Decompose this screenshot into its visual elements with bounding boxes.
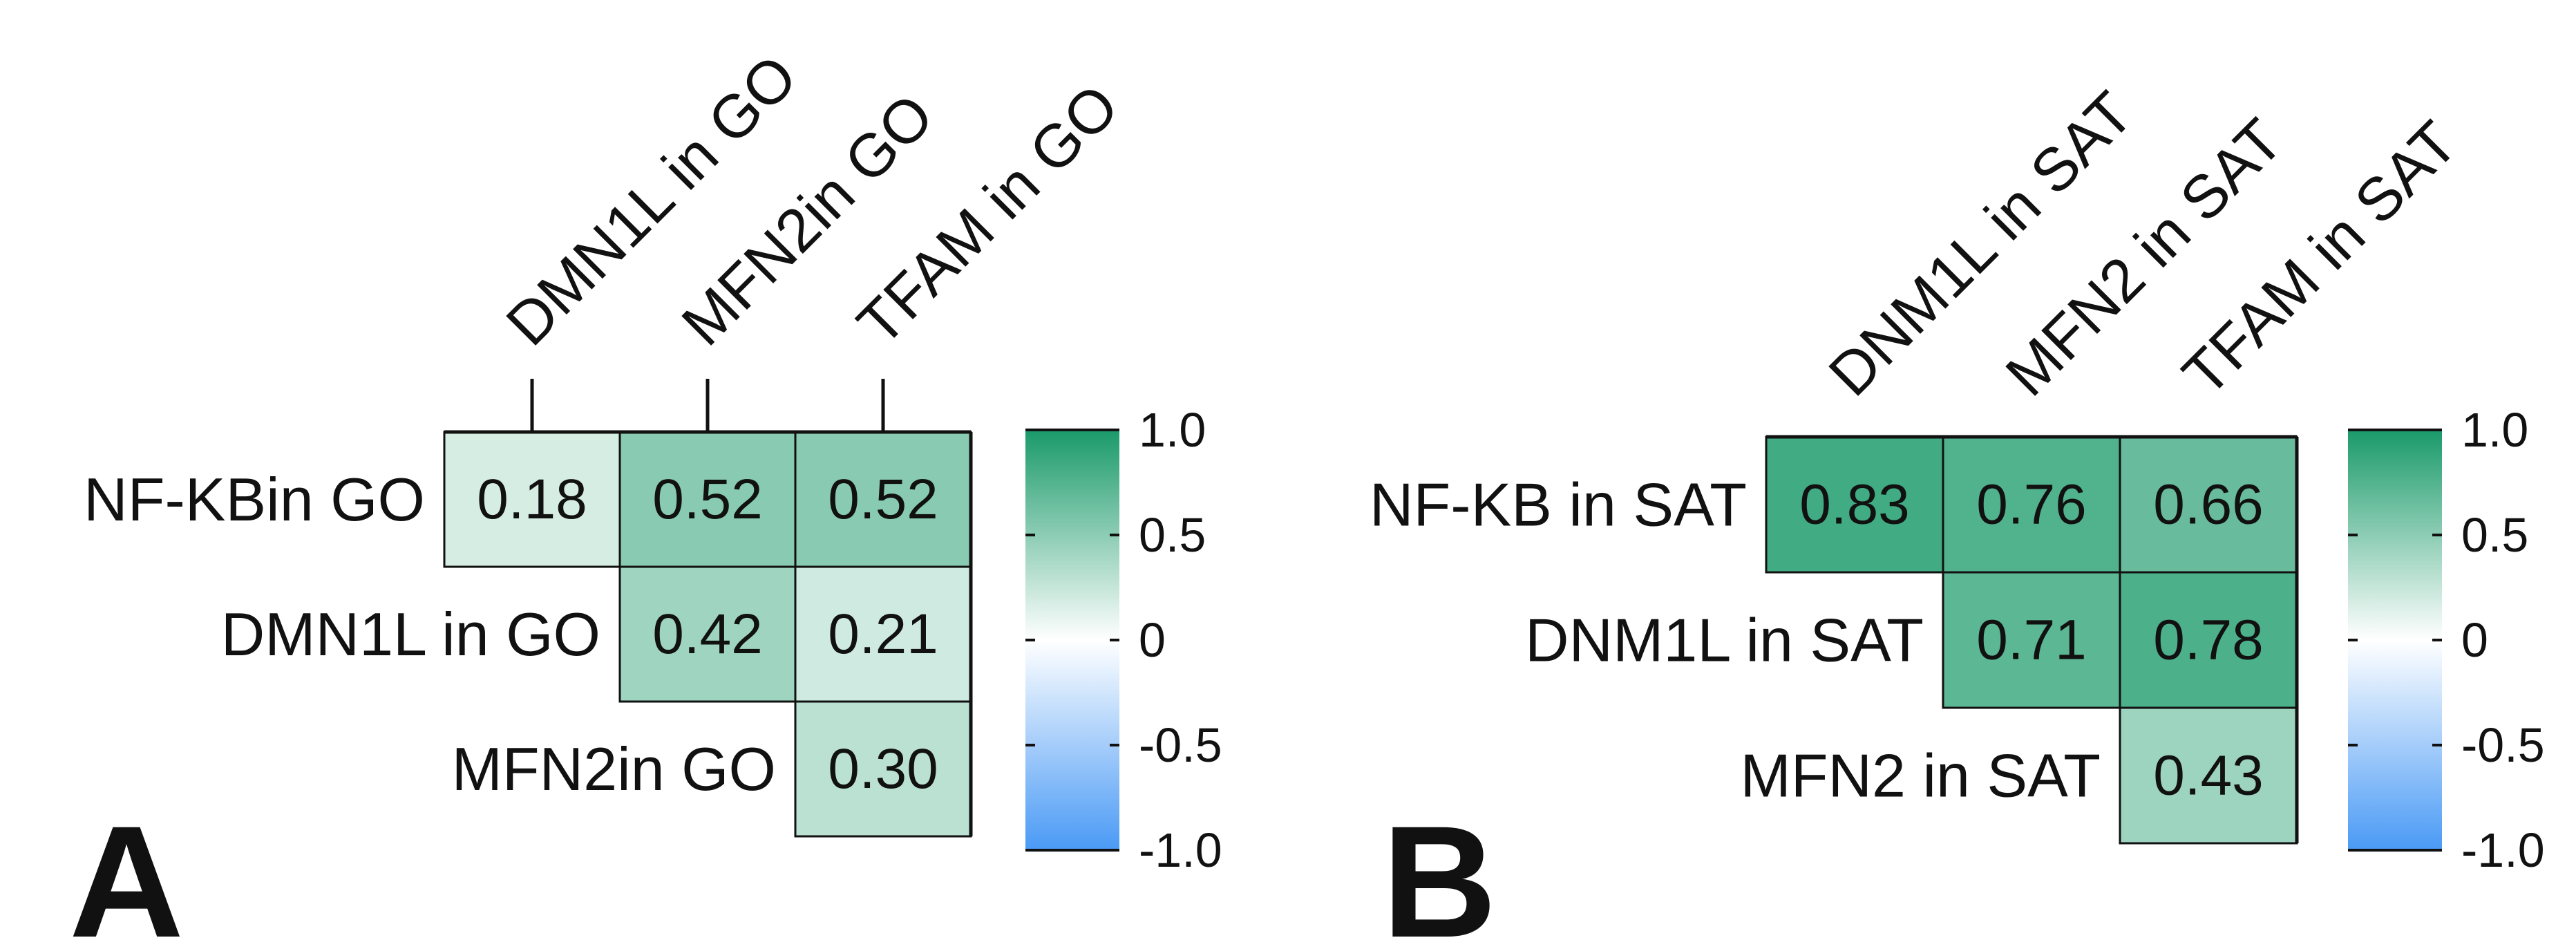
colorbar-tick-label: 1.0: [1139, 403, 1206, 457]
panel-b: 0.83 0.76 0.66 0.71 0.78 0.43 DNM1L in SAT MFN2…: [1370, 78, 2545, 949]
row-label: NF-KB in SAT: [1370, 471, 1747, 539]
panel-label: B: [1382, 793, 1497, 949]
cell-value-label: 0.66: [2153, 473, 2264, 536]
cell-value-label: 0.43: [2153, 744, 2264, 807]
colorbar-tick-label: 0.5: [2461, 508, 2528, 562]
row-label: DMN1L in GO: [221, 600, 600, 668]
cell-value-label: 0.71: [1976, 609, 2087, 672]
cell-value-label: 0.78: [2153, 609, 2264, 672]
colorbar-tick-label: 0: [2461, 613, 2488, 667]
heatmap-cell: [618, 565, 797, 703]
cell-value-label: 0.52: [652, 468, 763, 531]
heatmap-cell: [2119, 571, 2298, 709]
cell-value-label: 0.42: [652, 603, 763, 666]
colorbar-tick-label: 0: [1139, 613, 1166, 667]
heatmap-cell: [794, 565, 972, 703]
cell-value-label: 0.21: [828, 603, 938, 666]
panel-label: A: [69, 793, 184, 949]
cell-value-label: 0.18: [477, 468, 587, 531]
heatmap-cell: [794, 700, 972, 838]
cell-value-label: 0.30: [828, 737, 938, 800]
cell-value-label: 0.76: [1976, 473, 2087, 536]
heatmap-cell: [618, 431, 797, 568]
colorbar-tick-label: -0.5: [1139, 718, 1222, 772]
colorbar-tick-label: 0.5: [1139, 508, 1206, 562]
heatmap-cell: [1942, 571, 2121, 709]
colorbar-tick-label: -0.5: [2461, 718, 2545, 772]
colorbar-tick-label: -1.0: [1139, 823, 1222, 877]
cell-value-label: 0.83: [1799, 473, 1910, 536]
column-label: DNM1L in SAT: [1815, 78, 2146, 408]
heatmap-cell: [443, 431, 621, 568]
colorbar-tick-label: -1.0: [2461, 823, 2545, 877]
cell-value-label: 0.52: [828, 468, 938, 531]
panel-a: 0.18 0.52 0.52 0.42 0.21 0.30 DMN1L in GO MFN2i…: [69, 41, 1222, 949]
colorbar: [2348, 430, 2442, 850]
row-label: MFN2in GO: [452, 735, 776, 803]
heatmap-cell: [1765, 435, 1944, 574]
heatmap-cell: [2119, 706, 2298, 845]
colorbar: [1025, 430, 1119, 850]
row-label: MFN2 in SAT: [1740, 742, 2101, 810]
row-label: DNM1L in SAT: [1525, 606, 1924, 675]
row-label: NF-KBin GO: [84, 465, 425, 534]
colorbar-tick-label: 1.0: [2461, 403, 2528, 457]
